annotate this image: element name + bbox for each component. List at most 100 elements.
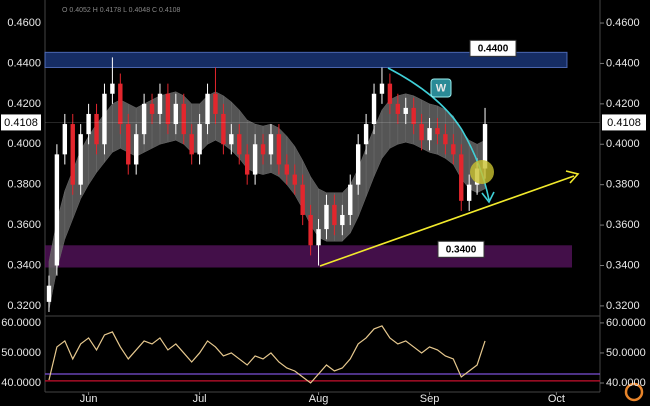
candle-body xyxy=(237,134,242,155)
w-arrow xyxy=(481,191,495,204)
highlight-circle xyxy=(470,160,494,184)
y-tick-label-left: 0.3200 xyxy=(7,300,41,312)
candle-body xyxy=(205,93,210,125)
candle-body xyxy=(435,128,440,135)
candle-body xyxy=(133,134,139,165)
w-label: W xyxy=(436,82,447,94)
candle-body xyxy=(466,184,472,201)
candle-body xyxy=(94,113,99,145)
candle-body xyxy=(126,124,131,165)
candle-body xyxy=(244,154,250,175)
y-tick-label-left: 0.3600 xyxy=(7,219,41,231)
band-segment xyxy=(397,93,406,145)
candle-body xyxy=(276,134,282,165)
y-tick-label-left: 50.0000 xyxy=(1,347,41,359)
x-tick-label: Sep xyxy=(420,393,440,405)
candle-body xyxy=(62,124,68,155)
candle-body xyxy=(340,214,345,226)
candle-body xyxy=(70,124,75,185)
candle-body xyxy=(149,103,155,114)
candle-body xyxy=(189,134,194,155)
candle-body xyxy=(482,124,488,169)
y-tick-label-right: 0.4600 xyxy=(606,17,640,29)
candle-body xyxy=(260,144,266,155)
candle-body xyxy=(355,144,361,185)
y-tick-label-left: 0.4200 xyxy=(7,98,41,110)
x-tick-label: Jul xyxy=(193,393,207,405)
candle-body xyxy=(157,93,163,114)
x-tick-label: Aug xyxy=(309,393,329,405)
candle-body xyxy=(419,124,424,141)
band-segment xyxy=(381,99,391,160)
y-tick-label-left: 0.3400 xyxy=(7,259,41,271)
candle-body xyxy=(165,93,171,125)
candle-body xyxy=(110,83,115,94)
candle-body xyxy=(363,124,369,145)
zone-label: 0.4400 xyxy=(478,43,509,54)
y-tick-label-left: 40.0000 xyxy=(1,377,41,389)
candle-body xyxy=(387,83,393,104)
candle-body xyxy=(268,134,274,155)
x-tick-label: Oct xyxy=(548,393,565,405)
y-tick-label-right: 0.3800 xyxy=(606,179,640,191)
zone-label: 0.3400 xyxy=(446,244,477,255)
candle-body xyxy=(252,144,258,175)
candle-body xyxy=(395,103,401,114)
candle-body xyxy=(54,154,60,266)
last-price-label: 0.4108 xyxy=(607,117,641,129)
last-price-label: 0.4108 xyxy=(4,117,38,129)
candle-body xyxy=(332,204,337,226)
y-tick-label-right: 0.3200 xyxy=(606,300,640,312)
candle-body xyxy=(292,174,297,185)
y-tick-label-right: 50.0000 xyxy=(606,347,646,359)
candle-body xyxy=(213,93,218,114)
candle-body xyxy=(443,134,448,145)
zone-label-box xyxy=(469,39,517,57)
zoom-icon[interactable] xyxy=(624,382,644,402)
candle-body xyxy=(411,107,416,125)
candle-body xyxy=(379,83,385,94)
y-tick-label-right: 0.4000 xyxy=(606,138,640,150)
y-tick-label-left: 0.4000 xyxy=(7,138,41,150)
candle-body xyxy=(459,154,464,201)
candle-body xyxy=(197,124,202,155)
trend-arrow xyxy=(565,170,580,184)
candle-body xyxy=(173,103,179,125)
zone-label-box xyxy=(437,240,485,258)
candle-body xyxy=(229,134,234,145)
candle-body xyxy=(316,229,321,246)
candle-body xyxy=(403,107,408,114)
zone xyxy=(44,51,568,68)
candle-body xyxy=(451,144,456,155)
candle-body xyxy=(181,103,186,135)
candle-body xyxy=(221,113,226,145)
trend-line xyxy=(319,175,575,267)
y-tick-label-left: 60.0000 xyxy=(1,317,41,329)
candle-body xyxy=(324,204,329,230)
x-tick-label: Jun xyxy=(80,393,98,405)
candle-body xyxy=(86,113,91,135)
last-price-box xyxy=(602,114,646,131)
zone xyxy=(45,245,572,268)
last-price-box xyxy=(1,114,41,131)
candle-body xyxy=(46,285,52,302)
y-tick-label-left: 0.3800 xyxy=(7,179,41,191)
candle-body xyxy=(118,83,123,125)
y-tick-label-left: 0.4400 xyxy=(7,57,41,69)
y-tick-label-right: 0.4200 xyxy=(606,98,640,110)
w-label-box xyxy=(430,78,452,98)
y-tick-label-left: 0.4600 xyxy=(7,17,41,29)
y-tick-label-right: 40.0000 xyxy=(606,377,646,389)
y-tick-label-right: 0.3600 xyxy=(606,219,640,231)
candle-body xyxy=(308,214,313,246)
ohlc-legend: O 0.4052 H 0.4178 L 0.4048 C 0.4108 xyxy=(62,7,181,14)
candle-body xyxy=(348,184,353,215)
y-tick-label-right: 0.3400 xyxy=(606,259,640,271)
y-tick-label-right: 60.0000 xyxy=(606,317,646,329)
candle-body xyxy=(141,103,147,135)
candle-body xyxy=(371,93,377,125)
candle-body xyxy=(78,134,83,185)
candle-body xyxy=(284,164,290,175)
